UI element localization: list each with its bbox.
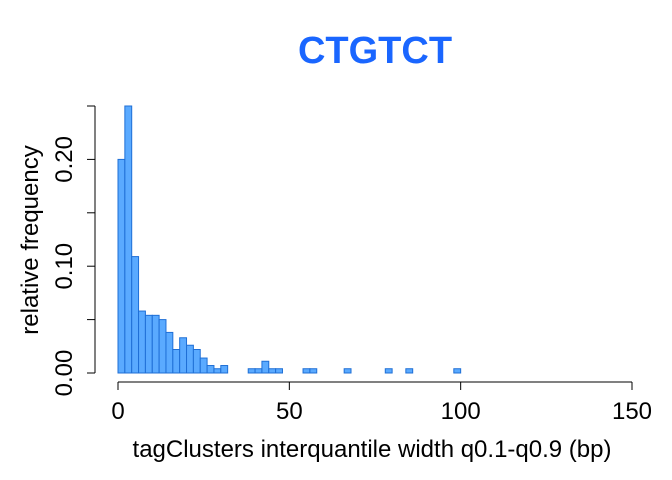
- histogram-bar: [453, 368, 462, 374]
- histogram-bar: [117, 158, 126, 374]
- histogram-bar: [254, 368, 263, 374]
- y-axis: 0.00 0.10 0.20: [51, 105, 96, 397]
- x-tick-label: 100: [441, 398, 481, 425]
- histogram-bar: [268, 368, 277, 374]
- x-tick-label: 0: [111, 398, 124, 425]
- histogram-bar: [158, 319, 167, 374]
- histogram-bars: [117, 105, 462, 374]
- chart-title: CTGTCT: [298, 30, 452, 72]
- histogram-bar: [309, 368, 318, 374]
- histogram-bar: [172, 349, 181, 374]
- histogram-bar: [220, 365, 229, 374]
- histogram-bar: [275, 368, 283, 374]
- histogram-bar: [179, 337, 188, 374]
- y-tick-label: 0.00: [51, 350, 78, 397]
- histogram-bar: [302, 368, 311, 374]
- histogram-bar: [213, 368, 222, 374]
- histogram-bar: [138, 310, 146, 374]
- x-axis-label: tagClusters interquantile width q0.1-q0.…: [133, 436, 612, 463]
- histogram-bar: [192, 349, 201, 374]
- histogram-bar: [206, 365, 215, 374]
- histogram-bar: [165, 331, 174, 374]
- histogram-bar: [186, 344, 194, 374]
- histogram-bar: [405, 368, 414, 374]
- y-tick-label: 0.10: [51, 243, 78, 290]
- y-tick-label: 0.20: [51, 136, 78, 183]
- histogram-bar: [151, 314, 160, 374]
- histogram-bar: [199, 357, 208, 374]
- histogram-bar: [144, 314, 153, 374]
- histogram-bar: [247, 368, 256, 374]
- histogram-bar: [384, 368, 393, 374]
- histogram-bar: [131, 256, 140, 374]
- histogram-bar: [124, 105, 133, 374]
- x-tick-label: 50: [276, 398, 303, 425]
- histogram-bar: [343, 368, 352, 374]
- x-tick-label: 150: [612, 398, 652, 425]
- histogram-bar: [261, 360, 270, 374]
- x-axis: 0 50 100 150: [111, 381, 652, 425]
- y-axis-label: relative frequency: [17, 145, 44, 334]
